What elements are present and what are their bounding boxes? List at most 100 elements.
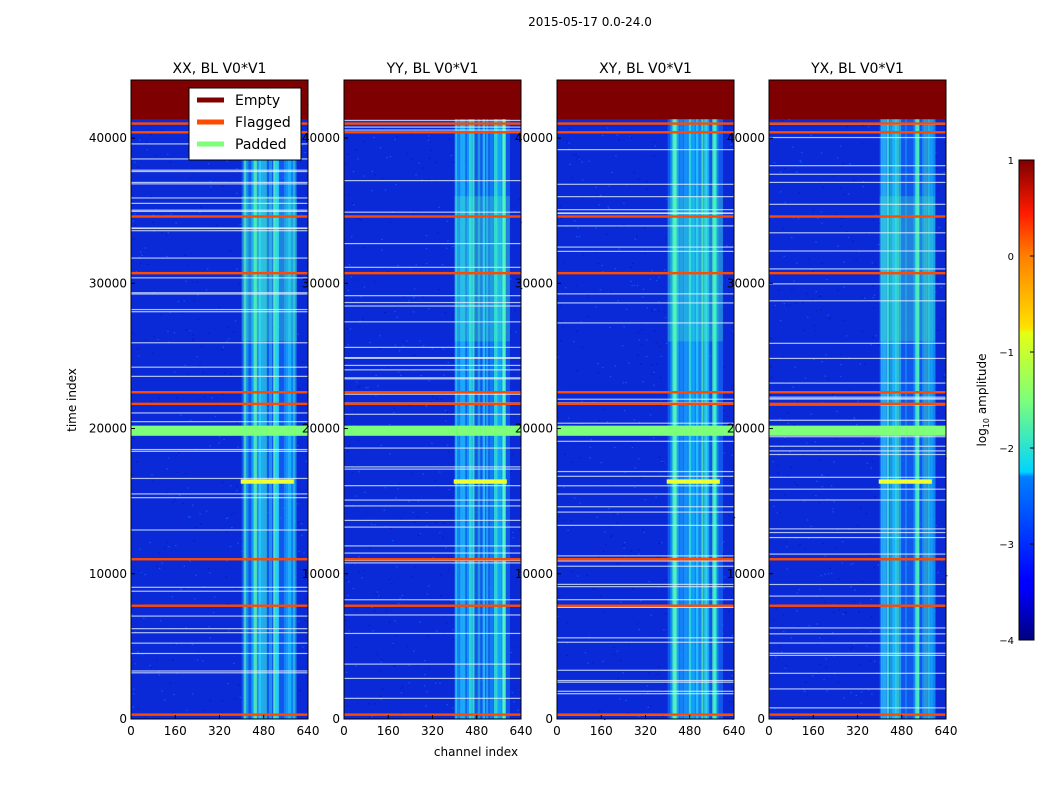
gap-row [769,633,946,635]
gap-row [557,690,734,692]
heatmap-speckle [818,672,820,674]
heatmap-speckle [817,643,819,645]
heatmap-speckle [662,689,664,692]
heatmap-speckle [833,611,835,613]
gap-row [557,606,734,608]
heatmap-speckle [835,214,838,216]
channel-streak [892,115,895,719]
heatmap-speckle [770,394,773,396]
heatmap-speckle [596,194,598,196]
heatmap-speckle [645,339,648,341]
heatmap-speckle [235,168,238,170]
heatmap-speckle [823,601,826,603]
heatmap-speckle [658,456,661,458]
heatmap-speckle [355,665,357,667]
gap-row [769,627,946,629]
heatmap-speckle [727,415,729,418]
heatmap-speckle [182,502,185,505]
heatmap-speckle [852,179,855,182]
heatmap-speckle [866,462,869,464]
x-axis-label: channel index [434,745,518,759]
heatmap-speckle [777,289,780,292]
heatmap-speckle [877,223,880,225]
heatmap-speckle [796,484,798,486]
heatmap-speckle [196,356,198,358]
x-tick-label: 160 [802,724,825,738]
heatmap-speckle [648,580,650,583]
channel-streak [931,115,936,719]
heatmap-speckle [575,236,578,238]
heatmap-speckle [509,293,512,295]
channel-streak [246,115,249,719]
heatmap-speckle [934,291,937,293]
heatmap-speckle [935,278,938,280]
heatmap-speckle [205,510,208,512]
heatmap-speckle [842,163,844,165]
heatmap-speckle [137,651,139,653]
heatmap-speckle [510,470,512,472]
heatmap-speckle [769,717,771,719]
heatmap-speckle [134,224,137,226]
heatmap-speckle [723,541,725,543]
heatmap-speckle [628,362,630,364]
flagged-row [131,271,308,275]
heatmap-speckle [568,142,570,144]
heatmap-speckle [565,287,567,289]
heatmap-speckle [816,623,818,625]
heatmap-speckle [609,326,611,329]
heatmap-speckle [183,300,185,302]
heatmap-speckle [234,320,237,322]
heatmap-speckle [580,321,582,323]
heatmap-speckle [617,562,620,565]
heatmap-speckle [448,557,450,559]
heatmap-speckle [160,214,163,216]
heatmap-speckle [157,671,160,673]
heatmap-speckle [511,691,513,694]
heatmap-speckle [396,566,398,568]
gap-row [344,447,521,449]
heatmap-speckle [730,479,732,481]
heatmap-speckle [452,245,454,248]
gap-row [769,357,946,360]
heatmap-speckle [728,514,730,516]
heatmap-speckle [366,511,369,513]
heatmap-speckle [659,399,662,401]
gap-row [557,475,734,477]
heatmap-speckle [370,523,373,525]
heatmap-speckle [647,706,649,708]
flagged-row [769,713,946,716]
heatmap-speckle [601,271,604,273]
heatmap-speckle [851,646,853,648]
heatmap-speckle [564,453,566,455]
heatmap-speckle [770,338,772,340]
heatmap-speckle [441,263,444,266]
heatmap-speckle [826,278,828,280]
y-tick-label: 40000 [302,131,340,145]
heatmap-speckle [631,446,634,449]
heatmap-speckle [779,646,781,648]
heatmap-speckle [399,687,401,689]
heatmap-speckle [653,155,655,157]
heatmap-speckle [776,512,779,514]
heatmap-speckle [644,227,646,229]
heatmap-speckle [566,654,568,656]
heatmap-speckle [813,209,815,211]
heatmap-speckle [196,659,199,661]
heatmap-speckle [623,541,626,544]
heatmap-speckle [139,548,141,550]
heatmap-speckle [431,395,434,398]
heatmap-speckle [199,211,201,213]
heatmap-speckle [156,659,159,661]
heatmap-speckle [845,335,848,337]
heatmap-speckle [431,442,433,444]
heatmap-speckle [195,574,197,576]
heatmap-speckle [424,660,426,662]
heatmap-speckle [651,310,653,312]
heatmap-speckle [376,653,379,656]
heatmap-speckle [557,356,559,358]
panels: XX, BL V0*V1 0 160 320 480 640 0 10000 20000 3000… [89,61,958,738]
heatmap-speckle [152,214,155,216]
heatmap-speckle [872,285,874,287]
heatmap-speckle [577,575,579,577]
heatmap-speckle [189,177,192,179]
